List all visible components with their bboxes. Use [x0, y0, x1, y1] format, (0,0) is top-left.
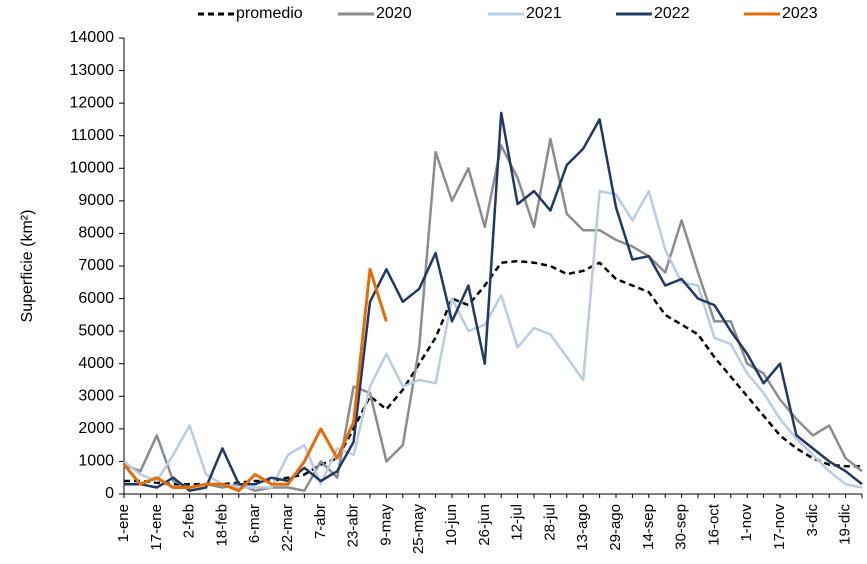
x-tick-label: 26-jun — [476, 504, 493, 546]
x-tick-label: 3-dic — [804, 504, 821, 537]
y-tick-label: 4000 — [78, 355, 114, 372]
y-tick-label: 11000 — [71, 127, 114, 144]
x-tick-label: 10-jun — [443, 504, 460, 546]
x-tick-label: 25-may — [410, 504, 427, 555]
x-tick-label: 28-jul — [541, 504, 558, 541]
y-tick-label: 14000 — [70, 29, 115, 46]
x-tick-label: 14-sep — [640, 504, 657, 550]
x-tick-label: 13-ago — [574, 504, 591, 551]
x-tick-label: 12-jul — [509, 504, 526, 541]
x-tick-label: 1-ene — [115, 504, 132, 542]
x-tick-label: 9-may — [377, 504, 394, 546]
x-tick-label: 29-ago — [607, 504, 624, 551]
x-tick-label: 2-feb — [181, 504, 198, 538]
series-line — [122, 267, 388, 493]
legend-label: 2020 — [376, 5, 412, 22]
y-tick-label: 5000 — [78, 322, 114, 339]
x-tick-label: 23-abr — [345, 504, 362, 547]
series-line — [124, 111, 863, 492]
y-axis-label: Superficie (km²) — [19, 210, 36, 323]
y-tick-label: 1000 — [78, 453, 114, 470]
x-tick-label: 17-ene — [148, 504, 165, 551]
y-tick-label: 3000 — [78, 388, 114, 405]
y-tick-label: 8000 — [78, 225, 114, 242]
y-tick-label: 6000 — [78, 290, 114, 307]
series-line — [124, 259, 862, 486]
x-tick-label: 1-nov — [738, 504, 755, 542]
x-tick-label: 18-feb — [213, 504, 230, 547]
legend-label: 2022 — [654, 5, 690, 22]
x-tick-label: 22-mar — [279, 504, 296, 552]
legend-label: 2023 — [782, 5, 818, 22]
x-tick-label: 7-abr — [312, 504, 329, 539]
y-tick-label: 12000 — [70, 94, 115, 111]
series-line — [123, 137, 863, 492]
y-tick-label: 13000 — [70, 62, 115, 79]
x-tick-label: 16-oct — [705, 503, 722, 546]
x-tick-label: 19-dic — [837, 504, 854, 545]
y-tick-label: 9000 — [78, 192, 114, 209]
legend-label: 2021 — [526, 5, 562, 22]
y-tick-label: 0 — [105, 485, 114, 502]
series-line — [123, 189, 863, 489]
y-tick-label: 10000 — [70, 160, 115, 177]
y-tick-label: 7000 — [78, 257, 114, 274]
x-tick-label: 30-sep — [673, 504, 690, 550]
x-tick-label: 17-nov — [771, 504, 788, 550]
legend-label: promedio — [236, 5, 303, 22]
y-tick-label: 2000 — [78, 420, 114, 437]
x-tick-label: 6-mar — [246, 504, 263, 543]
